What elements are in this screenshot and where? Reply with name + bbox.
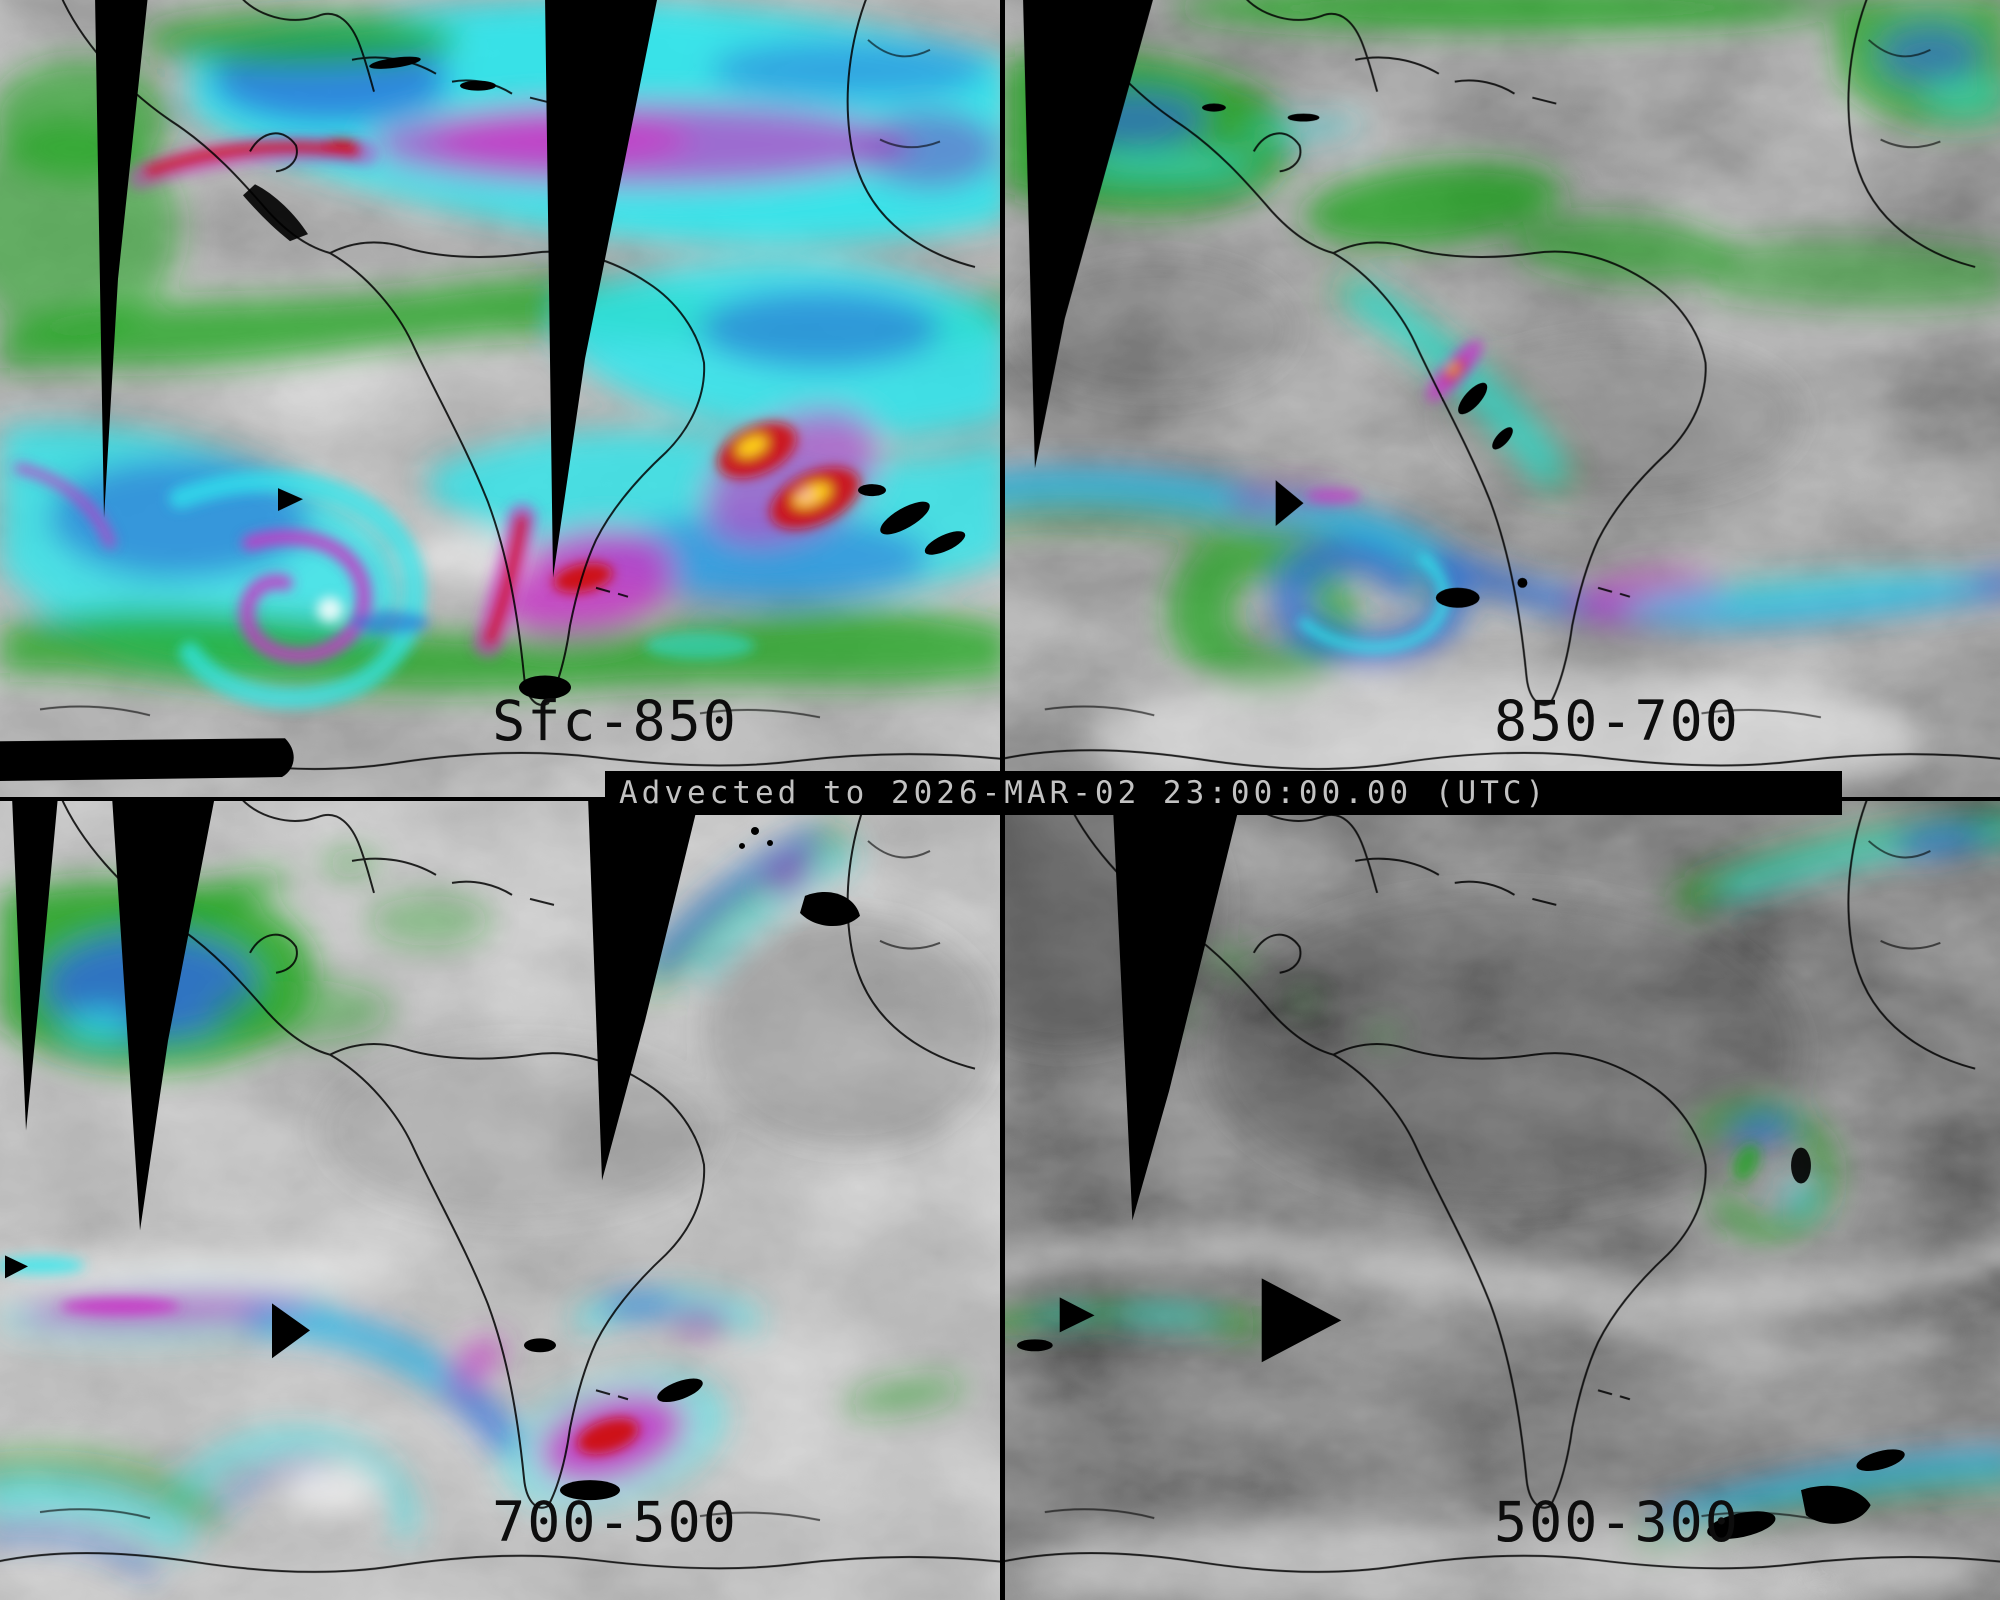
- panel-500-300: 500-300: [1005, 801, 2000, 1600]
- advection-time-text: Advected to 2026-MAR-02 23:00:00.00 (UTC…: [619, 775, 1549, 811]
- layer-label-850-700: 850-700: [1494, 689, 1740, 753]
- layer-label-sfc-850: Sfc-850: [492, 689, 738, 753]
- moisture-map-700-500: [0, 801, 1000, 1600]
- panel-700-500: 700-500: [0, 801, 1000, 1600]
- layer-label-700-500: 700-500: [492, 1490, 738, 1554]
- advection-time-banner: Advected to 2026-MAR-02 23:00:00.00 (UTC…: [605, 771, 1842, 815]
- moisture-map-sfc-850: [0, 0, 1000, 797]
- panel-sfc-850: Sfc-850: [0, 0, 1000, 797]
- moisture-map-850-700: [1005, 0, 2000, 797]
- moisture-map-500-300: [1005, 801, 2000, 1600]
- layer-label-500-300: 500-300: [1494, 1490, 1740, 1554]
- panel-850-700: 850-700: [1005, 0, 2000, 797]
